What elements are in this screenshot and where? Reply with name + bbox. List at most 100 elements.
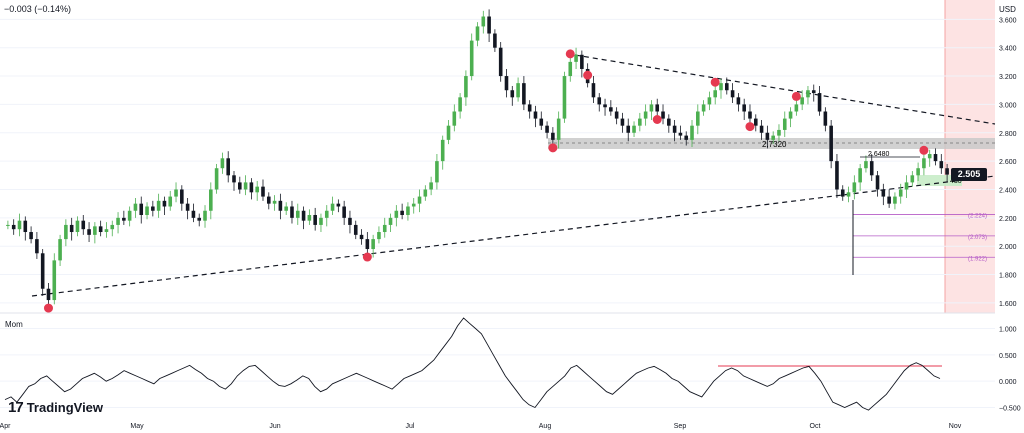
candle-body [742,104,746,112]
candle-body [504,76,509,91]
candle-body [945,168,949,175]
candle-body [574,54,578,62]
candle-body [464,76,468,98]
candle-body [481,16,486,27]
candle-body [284,206,288,211]
pivot-marker [745,122,755,132]
candle-body [800,97,804,105]
pivot-marker [652,115,662,125]
candle-body [661,111,665,119]
candle-body [643,111,648,119]
candle-body [342,206,346,218]
candle-body [898,189,903,197]
mom-tick-label: 0.000 [999,379,1017,386]
price-tick-label: 3.200 [999,74,1017,81]
candle-body [626,125,631,133]
candle-body [116,217,120,225]
candle-body [359,234,364,240]
candle-body [597,97,602,105]
candle-body [568,61,573,77]
candle-body [684,135,689,140]
candle-body [110,224,115,230]
candle-body [75,220,80,233]
candle-body [603,104,607,108]
candle-body [638,118,642,126]
candle-body [927,154,932,159]
price-tick-label: 3.600 [999,17,1017,24]
price-change: −0.003 (−0.14%) [4,4,72,14]
fib-label: (2.073) [968,235,987,241]
candle-body [313,215,317,225]
candle-body [539,118,544,126]
candle-body [156,200,161,211]
candle-body [243,182,248,190]
mom-pane-title: Mom [5,320,23,329]
candle-body [336,203,341,207]
currency-label: USD [999,5,1016,14]
candle-body [678,132,683,136]
candle-body [220,158,225,169]
price-tick-label: 2.000 [999,244,1017,251]
candle-body [35,239,39,254]
price-tick-label: 1.600 [999,301,1017,308]
candle-body [394,210,399,218]
candle-body [185,203,190,211]
candle-body [817,93,822,112]
pivot-marker [362,252,372,262]
candle-body [614,111,619,119]
candle-body [203,210,207,221]
candle-body [881,189,886,197]
candle-body [869,161,874,176]
resist-level-label: 2.6480 [868,151,890,158]
candle-body [6,224,10,226]
support-level-label: 2.7320 [762,140,787,149]
candle-body [777,129,781,136]
candle-body [771,135,775,140]
candle-body [400,210,404,216]
tradingview-logo[interactable]: 17 TradingView [8,399,103,416]
candle-body [104,229,109,233]
x-tick-label: Aug [539,423,552,430]
x-tick-label: Nov [949,423,962,430]
candle-body [933,154,938,162]
candle-body [46,288,51,301]
price-tick-label: 2.800 [999,131,1017,138]
candle-body [139,203,144,216]
mom-tick-label: 0.500 [999,353,1017,360]
price-tick-label: 1.800 [999,273,1017,280]
candle-body [556,118,561,140]
candle-body [858,168,862,183]
candle-body [238,182,242,190]
candle-body [562,76,567,119]
candle-body [40,253,45,289]
fib-label: (2.224) [968,213,987,219]
candle-body [493,33,497,48]
candle-body [527,104,532,112]
candles [6,9,949,309]
pivot-marker [791,91,801,101]
candle-body [348,217,352,225]
price-y-axis: 3.600 3.400 3.200 3.000 2.800 2.600 2.400 2.200… [999,17,1017,308]
candle-body [690,125,694,140]
x-tick-label: Sep [674,423,687,430]
candle-body [11,224,16,230]
mom-tick-label: 1.000 [999,327,1017,334]
candle-body [69,224,74,233]
candle-body [23,220,28,233]
candle-body [724,83,729,91]
candle-body [52,260,57,301]
candle-body [730,90,735,98]
candle-body [753,118,758,126]
fib-label: (1.922) [968,256,987,262]
candle-body [151,206,155,211]
candle-body [440,139,445,162]
candle-body [498,47,503,77]
candle-body [759,125,764,133]
price-tick-label: 2.200 [999,216,1017,223]
fib-lines: (2.224) (2.073) (1.922) [853,213,995,262]
x-tick-label: May [130,423,144,430]
price-tick-label: 2.600 [999,159,1017,166]
pivot-marker [583,70,593,80]
candle-body [788,111,793,119]
